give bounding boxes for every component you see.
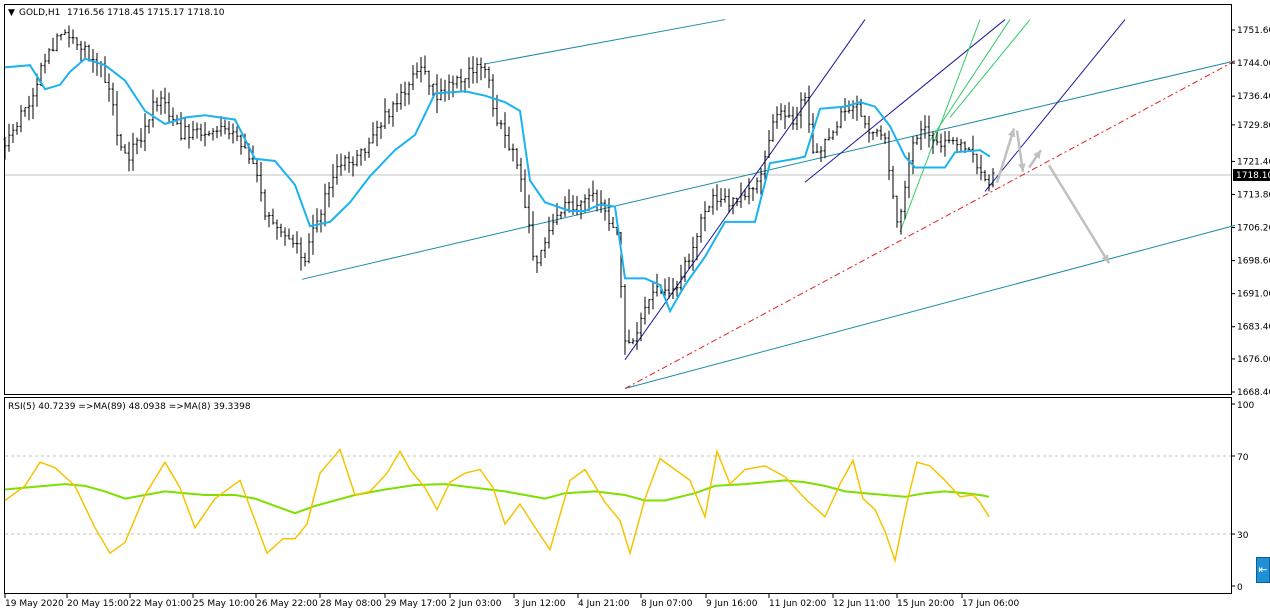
forecast-arrow-head <box>1017 163 1026 172</box>
time-tick-label: 29 May 17:00 <box>385 599 447 609</box>
dashed-trendline[interactable] <box>624 60 1236 389</box>
price-tick-label: 1736.40 <box>1237 92 1270 102</box>
time-tick-label: 15 Jun 20:00 <box>897 599 954 609</box>
price-tick-label: 1683.40 <box>1237 323 1270 333</box>
time-tick-label: 22 May 01:00 <box>130 599 192 609</box>
price-tick-label: 1691.00 <box>1237 290 1270 300</box>
time-tick-label: 26 May 22:00 <box>256 599 318 609</box>
price-tick-label: 1698.60 <box>1237 257 1270 267</box>
price-tick-label: 1744.00 <box>1237 59 1270 69</box>
price-tick-label: 1751.60 <box>1237 26 1270 36</box>
price-tick-label: 1676.00 <box>1237 355 1270 365</box>
symbol-dropdown-icon[interactable]: ▼ <box>8 8 15 18</box>
price-tick-label: 1713.80 <box>1237 190 1270 200</box>
price-panel[interactable] <box>4 4 1232 395</box>
price-tick-label: 1668.40 <box>1237 388 1270 398</box>
rsi-level-lines <box>5 455 1231 535</box>
rsi-tick-label: 30 <box>1237 531 1249 541</box>
channel-lower-line[interactable] <box>624 224 1236 390</box>
price-tick-label: 1706.20 <box>1237 224 1270 234</box>
time-tick-label: 11 Jun 02:00 <box>769 599 826 609</box>
price-ma-path <box>4 57 991 314</box>
scroll-to-end-button[interactable]: ⇤ <box>1256 557 1270 583</box>
time-tick-label: 8 Jun 07:00 <box>641 599 693 609</box>
price-axis: 1751.60 1744.00 1736.40 1729.80 1721.40 1713.… <box>1231 26 1270 398</box>
time-tick-label: 4 Jun 21:00 <box>578 599 630 609</box>
forecast-arrow-head <box>1007 128 1016 138</box>
price-ma-line <box>4 57 991 314</box>
scroll-to-end-icon: ⇤ <box>1258 563 1268 576</box>
ohlc-values: 1716.56 1718.45 1715.17 1718.10 <box>67 8 225 18</box>
time-tick-label: 3 Jun 12:00 <box>514 599 566 609</box>
rsi-ma-path <box>4 479 990 515</box>
rsi-path <box>4 447 990 564</box>
time-tick-label: 25 May 10:00 <box>193 599 255 609</box>
time-tick-label: 9 Jun 16:00 <box>706 599 758 609</box>
rsi-label: RSI(5) 40.7239 =>MA(89) 48.0938 =>MA(8) … <box>8 402 251 412</box>
rsi-axis: 100 70 30 0 <box>1231 401 1254 593</box>
forecast-arrow-head <box>1033 150 1041 159</box>
time-tick-label: 2 Jun 03:00 <box>450 599 502 609</box>
forecast-arrow-head <box>1101 254 1109 264</box>
rsi-panel[interactable] <box>4 397 1232 594</box>
time-tick-label: 28 May 08:00 <box>320 599 382 609</box>
rsi-tick-label: 100 <box>1237 401 1254 411</box>
channel-upper-line[interactable] <box>484 19 726 65</box>
price-tick-label: 1729.80 <box>1237 121 1270 131</box>
symbol-label: GOLD,H1 <box>19 8 60 18</box>
pitchfork-line[interactable] <box>984 19 1126 192</box>
fan-line[interactable] <box>949 19 1031 118</box>
price-bars <box>3 25 995 355</box>
time-axis: 19 May 2020 20 May 15:00 22 May 01:00 25 Ma… <box>4 594 1019 609</box>
rsi-lines <box>4 447 990 564</box>
forecast-arrow[interactable] <box>1047 164 1111 264</box>
rsi-tick-label: 70 <box>1237 453 1249 463</box>
fan-line[interactable] <box>929 19 1011 141</box>
rsi-tick-label: 0 <box>1237 583 1243 593</box>
time-tick-label: 12 Jun 11:00 <box>833 599 890 609</box>
time-tick-label: 19 May 2020 <box>5 599 64 609</box>
price-tick-label: 1721.40 <box>1237 157 1270 167</box>
current-price-box <box>1233 169 1270 181</box>
pitchfork-line[interactable] <box>804 19 1006 183</box>
forecast-arrow[interactable] <box>995 127 1016 184</box>
time-tick-label: 20 May 15:00 <box>67 599 129 609</box>
current-price-label: 1718.10 <box>1236 171 1270 181</box>
time-tick-label: 17 Jun 06:00 <box>962 599 1019 609</box>
